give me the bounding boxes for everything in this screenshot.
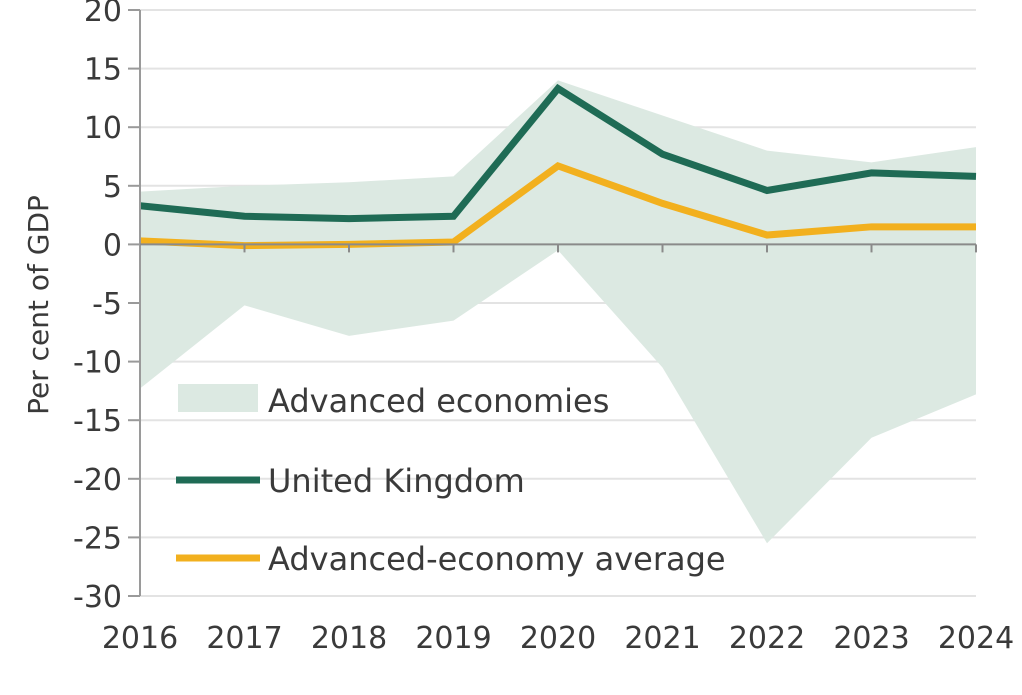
x-tick-label: 2019 bbox=[415, 621, 491, 656]
y-tick-labels: 20 15 10 5 0 -5 -10 -15 -20 -25 -30 bbox=[73, 0, 122, 615]
legend-label-united-kingdom: United Kingdom bbox=[268, 462, 525, 500]
x-tick-label: 2018 bbox=[311, 621, 387, 656]
legend-swatch-advanced-economies bbox=[178, 384, 258, 412]
y-tick-label: -10 bbox=[73, 346, 122, 381]
y-tick-label: 15 bbox=[84, 53, 122, 88]
x-tick-label: 2016 bbox=[102, 621, 178, 656]
y-tick-label: 10 bbox=[84, 111, 122, 146]
y-tick-label: -15 bbox=[73, 404, 122, 439]
legend-label-advanced-economy-average: Advanced-economy average bbox=[268, 540, 726, 578]
range-band-advanced-economies bbox=[140, 80, 976, 544]
x-tick-labels: 2016 2017 2018 2019 2020 2021 2022 2023 2024 bbox=[102, 621, 1014, 656]
x-tick-label: 2022 bbox=[729, 621, 805, 656]
x-tick-label: 2023 bbox=[833, 621, 909, 656]
axes bbox=[128, 9, 977, 597]
y-axis-label: Per cent of GDP bbox=[22, 195, 55, 415]
x-tick-label: 2017 bbox=[206, 621, 282, 656]
legend-label-advanced-economies: Advanced economies bbox=[268, 382, 609, 420]
y-tick-label: -5 bbox=[92, 287, 122, 322]
y-tick-label: -25 bbox=[73, 521, 122, 556]
y-tick-label: 5 bbox=[103, 170, 122, 205]
y-tick-label: -20 bbox=[73, 463, 122, 498]
x-tick-label: 2024 bbox=[938, 621, 1014, 656]
y-tick-label: 0 bbox=[103, 228, 122, 263]
y-tick-label: -30 bbox=[73, 580, 122, 615]
x-tick-label: 2021 bbox=[624, 621, 700, 656]
series-line-united-kingdom bbox=[139, 83, 977, 223]
legend: Advanced economies United Kingdom Advanc… bbox=[176, 382, 726, 578]
y-tick-label: 20 bbox=[84, 0, 122, 29]
advanced-economies-range bbox=[140, 80, 976, 544]
x-tick-label: 2020 bbox=[520, 621, 596, 656]
